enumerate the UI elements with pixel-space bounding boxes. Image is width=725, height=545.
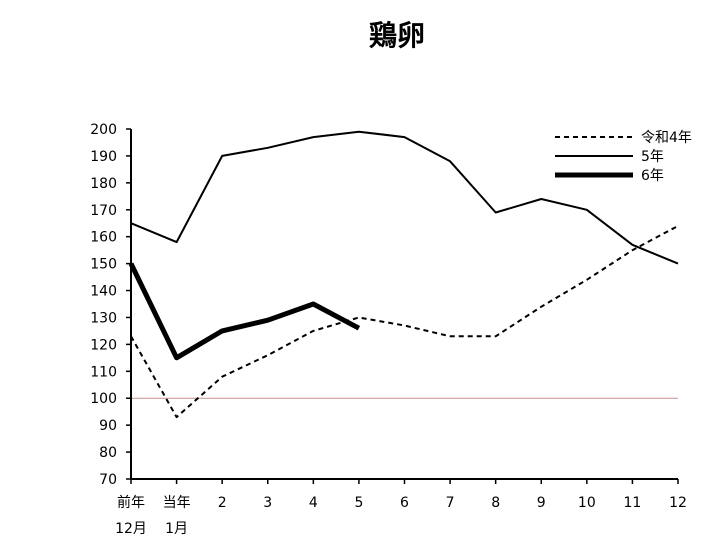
y-tick-label: 70 xyxy=(99,472,117,488)
legend-label-1: 令和4年 xyxy=(641,130,692,146)
x-tick-label: 11 xyxy=(624,495,642,511)
x-tick-label: 4 xyxy=(309,495,318,511)
y-tick-label: 130 xyxy=(90,310,117,326)
x-tick-label: 8 xyxy=(491,495,500,511)
x-tick-label: 当年 xyxy=(163,495,191,511)
y-tick-label: 150 xyxy=(90,257,117,273)
legend-label-3: 6年 xyxy=(641,168,664,184)
y-tick-label: 160 xyxy=(90,230,117,246)
x-tick-label-sub: 12月 xyxy=(115,521,147,537)
x-tick-label: 9 xyxy=(537,495,546,511)
chart-title: 鶏卵 xyxy=(369,19,425,52)
x-tick-label: 3 xyxy=(263,495,272,511)
legend: 令和4年 5年 6年 xyxy=(555,130,692,184)
x-tick-label: 2 xyxy=(218,495,227,511)
series-line-1 xyxy=(130,225,679,419)
x-tick-label: 7 xyxy=(446,495,455,511)
series-line-3 xyxy=(128,262,361,361)
x-tick-label: 6 xyxy=(400,495,409,511)
x-tick-label: 前年 xyxy=(117,494,145,511)
x-tick-label-sub: 1月 xyxy=(165,521,188,537)
x-tick-label: 10 xyxy=(578,495,596,511)
y-tick-label: 80 xyxy=(99,445,117,461)
y-tick-label: 180 xyxy=(90,176,117,192)
y-tick-label: 100 xyxy=(90,391,117,407)
legend-label-2: 5年 xyxy=(641,149,664,165)
y-tick-label: 110 xyxy=(90,364,117,380)
x-tick-label: 12 xyxy=(669,495,687,511)
y-tick-label: 90 xyxy=(99,418,117,434)
y-tick-label: 200 xyxy=(90,122,117,138)
x-tick-label: 5 xyxy=(354,495,363,511)
series-line-2 xyxy=(130,130,679,265)
y-tick-label: 170 xyxy=(90,203,117,219)
y-tick-label: 190 xyxy=(90,149,117,165)
y-tick-label: 120 xyxy=(90,337,117,353)
y-tick-label: 140 xyxy=(90,284,117,300)
